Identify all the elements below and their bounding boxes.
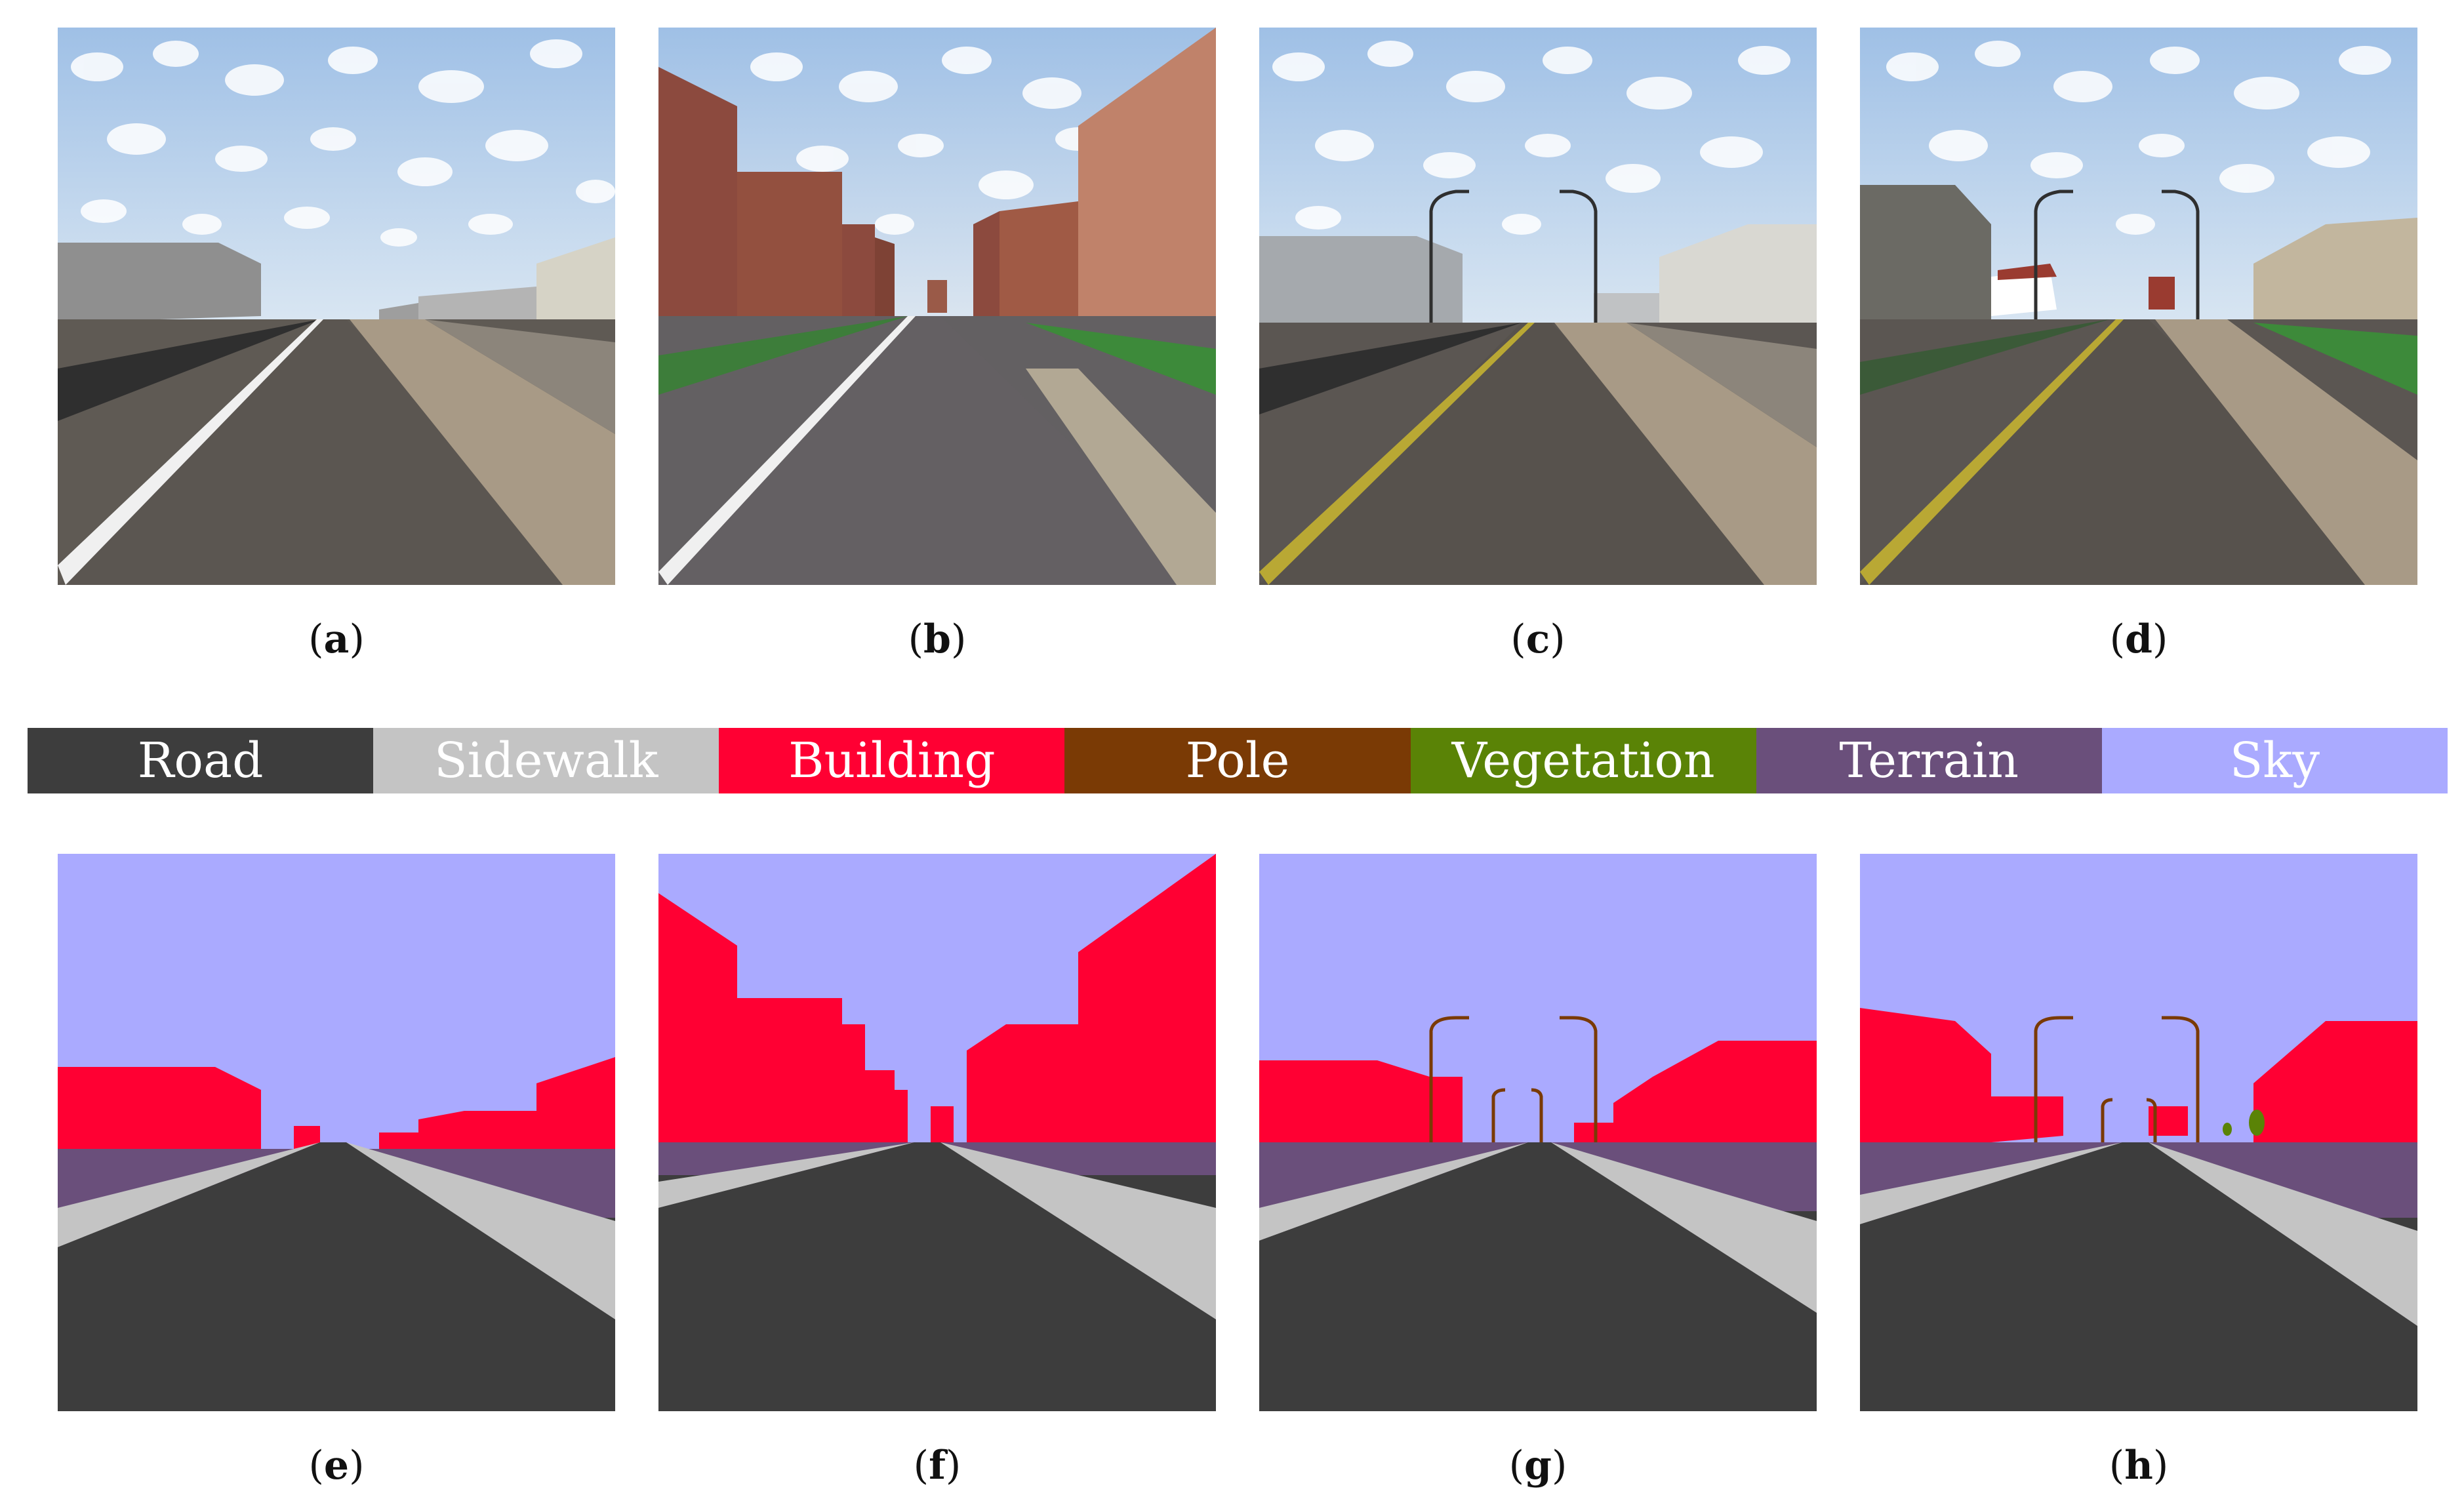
rgb-image-c (1259, 28, 1817, 585)
caption-d: (d) (2109, 616, 2168, 662)
legend-road: Road (28, 728, 374, 793)
legend-terrain: Terrain (1756, 728, 2102, 793)
caption-c: (c) (1510, 616, 1565, 662)
legend-vegetation: Vegetation (1410, 728, 1756, 793)
caption-e: (e) (308, 1443, 365, 1489)
legend-sky: Sky (2101, 728, 2448, 793)
segmentation-mask-h (1860, 854, 2417, 1411)
segmentation-mask-e (58, 854, 615, 1411)
caption-h: (h) (2109, 1443, 2169, 1489)
rgb-image-d (1860, 28, 2417, 585)
caption-g: (g) (1508, 1443, 1567, 1489)
class-legend: Road Sidewalk Building Pole Vegetation T… (28, 728, 2448, 793)
segmentation-mask-g (1259, 854, 1817, 1411)
rgb-image-b (658, 28, 1216, 585)
segmentation-mask-f (658, 854, 1216, 1411)
rgb-image-a (58, 28, 615, 585)
caption-b: (b) (908, 616, 967, 662)
caption-f: (f) (913, 1443, 961, 1489)
legend-building: Building (719, 728, 1065, 793)
legend-sidewalk: Sidewalk (373, 728, 719, 793)
legend-pole: Pole (1064, 728, 1411, 793)
caption-a: (a) (308, 616, 365, 662)
